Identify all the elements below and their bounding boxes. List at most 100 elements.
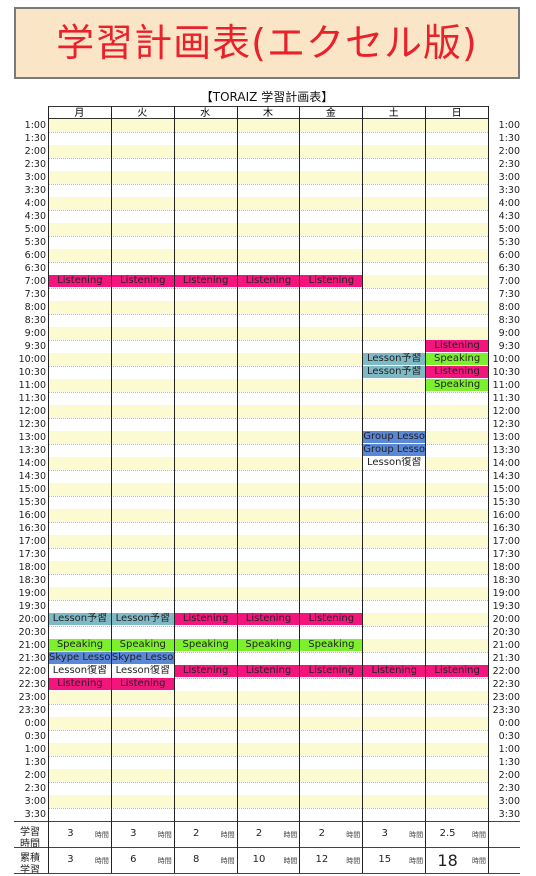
schedule-event[interactable]: Speaking	[426, 379, 489, 391]
time-label-left: 13:00	[18, 432, 46, 443]
study-hours-row-value: 3	[130, 828, 137, 839]
schedule-event[interactable]: Skype Lesson	[49, 652, 111, 664]
schedule-event[interactable]: Group Lesson	[363, 444, 426, 456]
schedule-event[interactable]: Speaking	[426, 353, 489, 365]
row-divider	[48, 600, 488, 601]
row-background	[48, 184, 488, 197]
row-background	[48, 743, 488, 756]
schedule-event[interactable]: Listening	[111, 678, 174, 690]
time-label-left: 8:30	[24, 315, 46, 326]
schedule-event[interactable]: Lesson予習	[49, 613, 111, 625]
row-background	[48, 574, 488, 587]
schedule-event[interactable]: Listening	[300, 275, 363, 287]
schedule-event[interactable]: Listening	[49, 275, 111, 287]
time-row: 6:00 6:00	[14, 249, 520, 262]
schedule-event[interactable]: Listening	[237, 613, 300, 625]
row-background	[48, 379, 488, 392]
footer-row-label: 学習	[20, 827, 40, 838]
schedule-event[interactable]: Lesson復習	[49, 665, 111, 677]
schedule-event[interactable]: Listening	[174, 613, 237, 625]
time-label-left: 22:30	[18, 679, 46, 690]
row-divider	[48, 158, 488, 159]
schedule-event[interactable]: Listening	[111, 275, 174, 287]
time-label-left: 23:30	[18, 705, 46, 716]
time-label-left: 21:30	[18, 653, 46, 664]
time-label-right: 14:00	[492, 458, 520, 469]
time-label-left: 21:00	[18, 640, 46, 651]
time-label-left: 3:00	[24, 796, 46, 807]
time-label-left: 14:00	[18, 458, 46, 469]
row-divider	[48, 184, 488, 185]
cumulative-row-value: 18	[437, 851, 458, 870]
hours-unit-label: 時間	[157, 831, 172, 839]
time-label-left: 19:30	[18, 601, 46, 612]
schedule-event[interactable]: Listening	[426, 665, 489, 677]
row-divider	[48, 548, 488, 549]
day-header: 日	[425, 106, 489, 119]
time-label-right: 3:30	[498, 809, 520, 820]
row-background	[48, 236, 488, 249]
time-row: 3:30 3:30	[14, 808, 520, 821]
footer-divider	[14, 821, 520, 822]
time-row: 20:30 20:30	[14, 626, 520, 639]
time-label-right: 21:30	[492, 653, 520, 664]
schedule-event[interactable]: Lesson復習	[111, 665, 174, 677]
schedule-event[interactable]: Lesson復習	[363, 457, 426, 469]
schedule-event[interactable]: Group Lesson	[363, 431, 426, 443]
row-background	[48, 717, 488, 730]
time-label-right: 6:30	[498, 263, 520, 274]
time-row: 2:00 2:00	[14, 769, 520, 782]
schedule-event[interactable]: Listening	[237, 275, 300, 287]
schedule-event[interactable]: Speaking	[111, 639, 174, 651]
time-label-left: 9:00	[24, 328, 46, 339]
hours-unit-label: 時間	[346, 857, 361, 865]
time-label-left: 10:30	[18, 367, 46, 378]
time-label-left: 16:00	[18, 510, 46, 521]
time-label-right: 4:00	[498, 198, 520, 209]
schedule-event[interactable]: Listening	[300, 613, 363, 625]
schedule-event[interactable]: Speaking	[237, 639, 300, 651]
time-label-right: 23:30	[492, 705, 520, 716]
row-background	[48, 210, 488, 223]
time-label-right: 20:00	[492, 614, 520, 625]
schedule-event[interactable]: Listening	[237, 665, 300, 677]
time-label-left: 13:30	[18, 445, 46, 456]
schedule-event[interactable]: Listening	[426, 366, 489, 378]
schedule-event[interactable]: Speaking	[49, 639, 111, 651]
row-background	[48, 808, 488, 821]
time-label-right: 6:00	[498, 250, 520, 261]
schedule-event[interactable]: Listening	[49, 678, 111, 690]
time-label-left: 15:30	[18, 497, 46, 508]
row-background	[48, 249, 488, 262]
row-background	[48, 587, 488, 600]
schedule-event[interactable]: Lesson予習	[111, 613, 174, 625]
footer-divider	[14, 847, 520, 848]
time-label-left: 11:30	[18, 393, 46, 404]
row-divider	[48, 808, 488, 809]
hours-unit-label: 時間	[94, 857, 109, 865]
time-label-right: 0:00	[498, 718, 520, 729]
time-row: 8:30 8:30	[14, 314, 520, 327]
time-label-left: 2:00	[24, 146, 46, 157]
schedule-event[interactable]: Listening	[363, 665, 426, 677]
schedule-event[interactable]: Lesson予習	[363, 353, 426, 365]
study-hours-row-value: 2	[318, 828, 326, 839]
time-label-right: 19:30	[492, 601, 520, 612]
schedule-event[interactable]: Listening	[426, 340, 489, 352]
schedule-event[interactable]: Listening	[174, 665, 237, 677]
time-row: 1:30 1:30	[14, 132, 520, 145]
row-background	[48, 340, 488, 353]
schedule-event[interactable]: Lesson予習	[363, 366, 426, 378]
hours-unit-label: 時間	[472, 831, 487, 839]
schedule-event[interactable]: Speaking	[174, 639, 237, 651]
time-label-left: 10:00	[18, 354, 46, 365]
row-divider	[48, 496, 488, 497]
schedule-event[interactable]: Listening	[300, 665, 363, 677]
time-label-left: 7:00	[24, 276, 46, 287]
schedule-event[interactable]: Skype Lesson	[111, 652, 174, 664]
time-label-left: 9:30	[24, 341, 46, 352]
time-label-left: 17:00	[18, 536, 46, 547]
schedule-event[interactable]: Listening	[174, 275, 237, 287]
schedule-event[interactable]: Speaking	[300, 639, 363, 651]
time-label-left: 1:30	[24, 133, 46, 144]
